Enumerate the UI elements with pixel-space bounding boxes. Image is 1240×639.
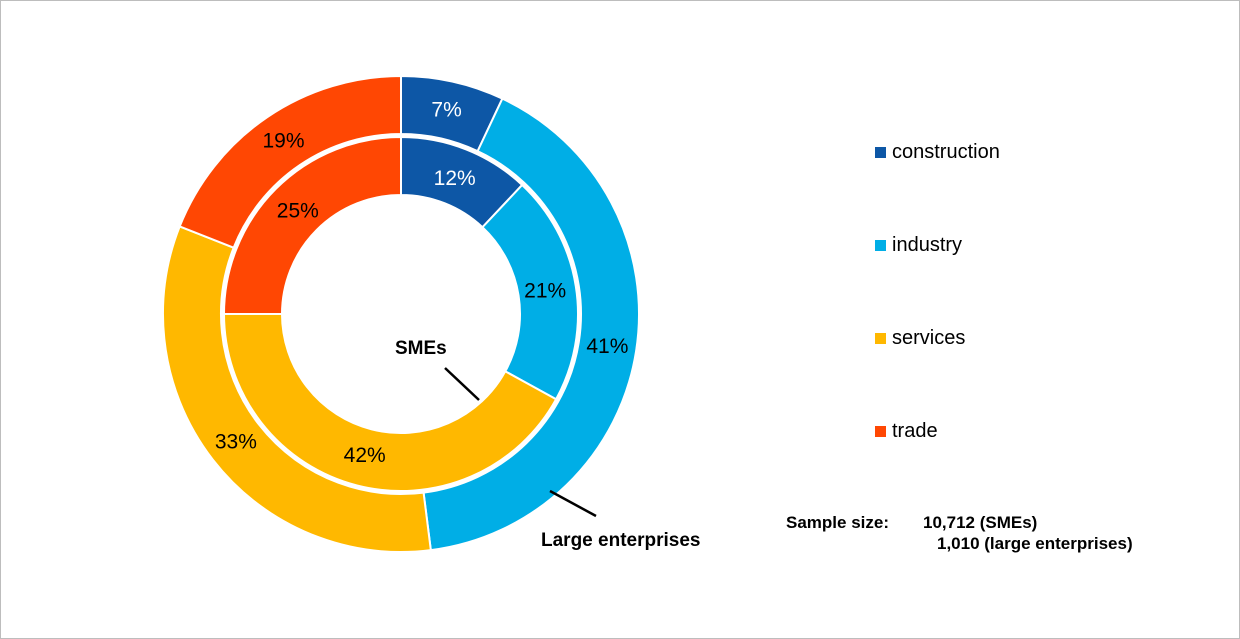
segment-large-enterprises-trade [178,74,402,250]
segment-label-smes-industry: 21% [524,280,566,303]
segment-large-enterprises-industry [422,97,640,552]
large-enterprises-callout-line [549,489,597,518]
sample-size-large-value: 1,010 (large enterprises) [937,534,1133,553]
legend-label-trade: trade [892,419,938,442]
segment-label-large-enterprises-trade: 19% [262,130,304,153]
donut-rings: 12% 21% 42% 25% 7% 41% 33% 19% [162,74,640,553]
large-enterprises-ring-label: Large enterprises [541,530,701,551]
legend-swatch-construction [875,146,886,158]
segment-smes-services [222,313,558,492]
legend-item-construction: construction [875,140,1000,164]
segment-label-large-enterprises-services: 33% [215,431,257,454]
sample-size-label: Sample size: [786,513,889,532]
legend-label-services: services [892,326,966,349]
sample-size-smes-value: 10,712 (SMEs) [923,513,1038,532]
legend-swatch-trade [875,425,886,437]
segment-label-smes-trade: 25% [277,199,319,222]
segment-large-enterprises-services [162,225,432,553]
legend-item-trade: trade [875,419,938,443]
legend-swatch-industry [875,239,886,251]
segment-label-smes-services: 42% [344,444,386,467]
smes-callout-line [444,367,480,401]
smes-ring-label: SMEs [395,338,447,359]
segment-label-smes-construction: 12% [434,167,476,190]
legend-label-industry: industry [892,233,963,256]
segment-label-large-enterprises-industry: 41% [586,335,628,358]
legend-item-industry: industry [875,233,962,257]
segment-smes-trade [222,135,402,315]
legend-label-construction: construction [892,140,1000,163]
legend-item-services: services [875,326,965,350]
legend-swatch-services [875,332,886,344]
segment-label-large-enterprises-construction: 7% [431,99,461,122]
